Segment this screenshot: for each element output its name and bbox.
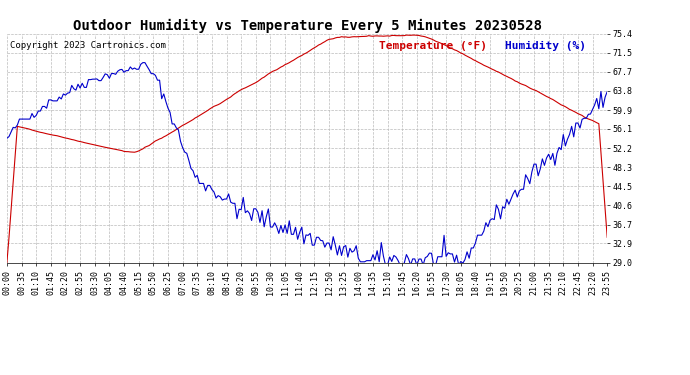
Title: Outdoor Humidity vs Temperature Every 5 Minutes 20230528: Outdoor Humidity vs Temperature Every 5 … <box>72 18 542 33</box>
Text: Temperature (°F): Temperature (°F) <box>379 40 487 51</box>
Text: Humidity (%): Humidity (%) <box>505 40 586 51</box>
Text: Copyright 2023 Cartronics.com: Copyright 2023 Cartronics.com <box>10 40 166 50</box>
